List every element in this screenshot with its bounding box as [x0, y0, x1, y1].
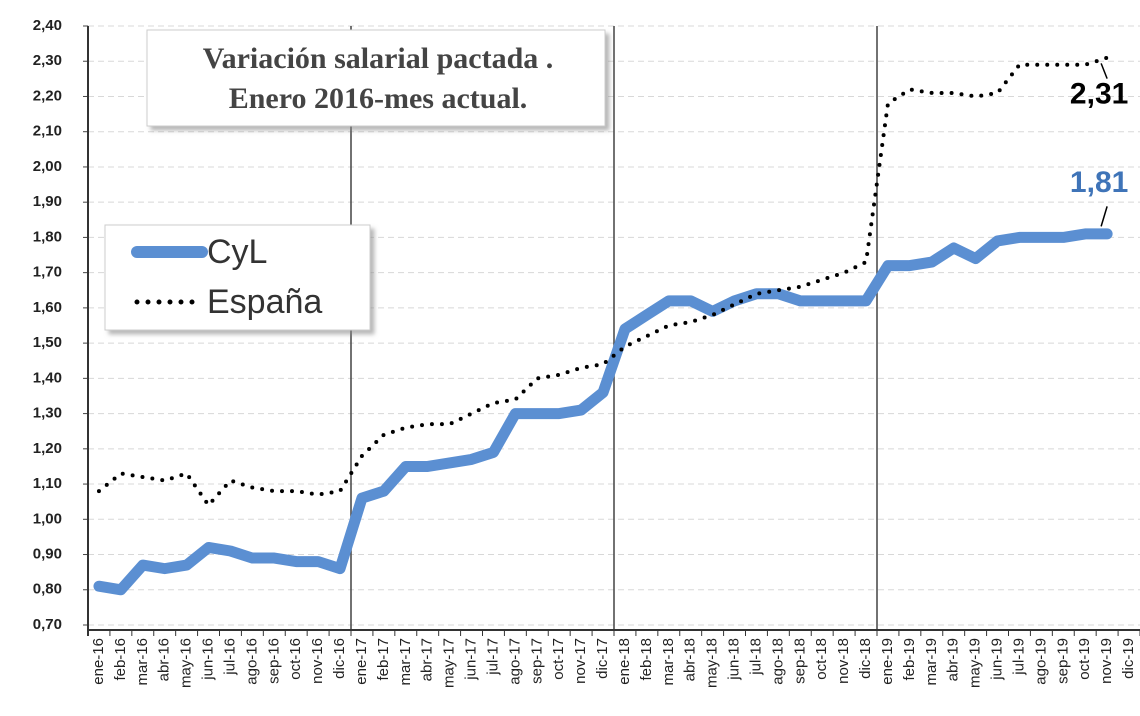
y-tick-label: 1,40: [33, 369, 62, 386]
x-tick-label: jul-19: [1010, 638, 1027, 676]
x-tick-label: may-18: [704, 638, 721, 688]
x-tick-label: ene-16: [90, 638, 107, 685]
chart-title: Variación salarial pactada .: [203, 42, 554, 75]
x-tick-label: dic-19: [1120, 638, 1137, 679]
x-tick-label: jul-17: [484, 638, 501, 676]
x-tick-label: sep-19: [1054, 638, 1071, 684]
x-tick-label: mar-17: [397, 638, 414, 686]
y-tick-label: 0,90: [33, 545, 62, 562]
x-tick-label: may-16: [178, 638, 195, 688]
x-tick-label: jun-18: [726, 638, 743, 681]
y-tick-label: 1,70: [33, 264, 62, 281]
x-tick-label: mar-19: [923, 638, 940, 686]
x-tick-label: may-17: [441, 638, 458, 688]
x-tick-label: dic-16: [331, 638, 348, 679]
x-tick-label: nov-17: [572, 638, 589, 684]
x-tick-label: abr-19: [945, 638, 962, 681]
x-tick-label: jul-16: [221, 638, 238, 676]
x-tick-label: abr-18: [682, 638, 699, 681]
x-tick-label: abr-17: [419, 638, 436, 681]
x-tick-label: ago-19: [1032, 638, 1049, 685]
y-tick-label: 1,90: [33, 193, 62, 210]
y-tick-label: 2,10: [33, 123, 62, 140]
x-tick-label: mar-18: [660, 638, 677, 686]
x-tick-label: feb-16: [112, 638, 129, 681]
x-tick-label: sep-17: [528, 638, 545, 684]
y-tick-label: 1,20: [33, 440, 62, 457]
x-tick-label: jul-18: [747, 638, 764, 676]
y-tick-label: 1,50: [33, 334, 62, 351]
x-tick-label: jun-19: [989, 638, 1006, 681]
x-tick-label: oct-19: [1076, 638, 1093, 680]
label-leader: [1100, 63, 1108, 79]
legend-label: CyL: [207, 233, 267, 271]
x-tick-label: dic-17: [594, 638, 611, 679]
y-tick-label: 2,40: [33, 17, 62, 34]
x-tick-label: nov-18: [835, 638, 852, 684]
y-tick-label: 1,80: [33, 228, 62, 245]
title-box: [146, 29, 606, 127]
y-tick-label: 1,00: [33, 510, 62, 527]
x-tick-label: oct-17: [550, 638, 567, 680]
x-tick-label: ago-16: [243, 638, 260, 685]
x-tick-label: ene-18: [616, 638, 633, 685]
x-tick-label: may-19: [967, 638, 984, 688]
data-label: 1,81: [1070, 166, 1128, 199]
x-tick-label: oct-18: [813, 638, 830, 680]
y-tick-label: 0,80: [33, 581, 62, 598]
y-tick-label: 2,30: [33, 52, 62, 69]
data-label: 2,31: [1070, 78, 1128, 111]
legend-box: [104, 224, 371, 331]
x-tick-label: dic-18: [857, 638, 874, 679]
x-tick-label: jun-17: [463, 638, 480, 681]
x-tick-label: ago-17: [506, 638, 523, 685]
x-tick-label: ene-19: [879, 638, 896, 685]
x-tick-label: feb-19: [901, 638, 918, 681]
x-tick-label: oct-16: [287, 638, 304, 680]
x-tick-label: sep-18: [791, 638, 808, 684]
y-tick-label: 1,60: [33, 299, 62, 316]
label-leader: [1100, 206, 1108, 227]
y-tick-label: 1,30: [33, 405, 62, 422]
x-tick-label: nov-16: [309, 638, 326, 684]
chart-title: Enero 2016-mes actual.: [229, 82, 528, 115]
series-line: [93, 228, 1113, 596]
x-tick-label: abr-16: [156, 638, 173, 681]
x-tick-label: ene-17: [353, 638, 370, 685]
x-tick-label: nov-19: [1098, 638, 1115, 684]
y-tick-label: 2,20: [33, 87, 62, 104]
x-tick-label: jun-16: [200, 638, 217, 681]
x-tick-label: feb-17: [375, 638, 392, 681]
y-tick-label: 2,00: [33, 158, 62, 175]
x-tick-label: mar-16: [134, 638, 151, 686]
x-tick-label: sep-16: [265, 638, 282, 684]
x-tick-label: ago-18: [769, 638, 786, 685]
y-tick-label: 0,70: [33, 616, 62, 633]
legend-label: España: [207, 283, 322, 321]
y-tick-label: 1,10: [33, 475, 62, 492]
x-tick-label: feb-18: [638, 638, 655, 681]
